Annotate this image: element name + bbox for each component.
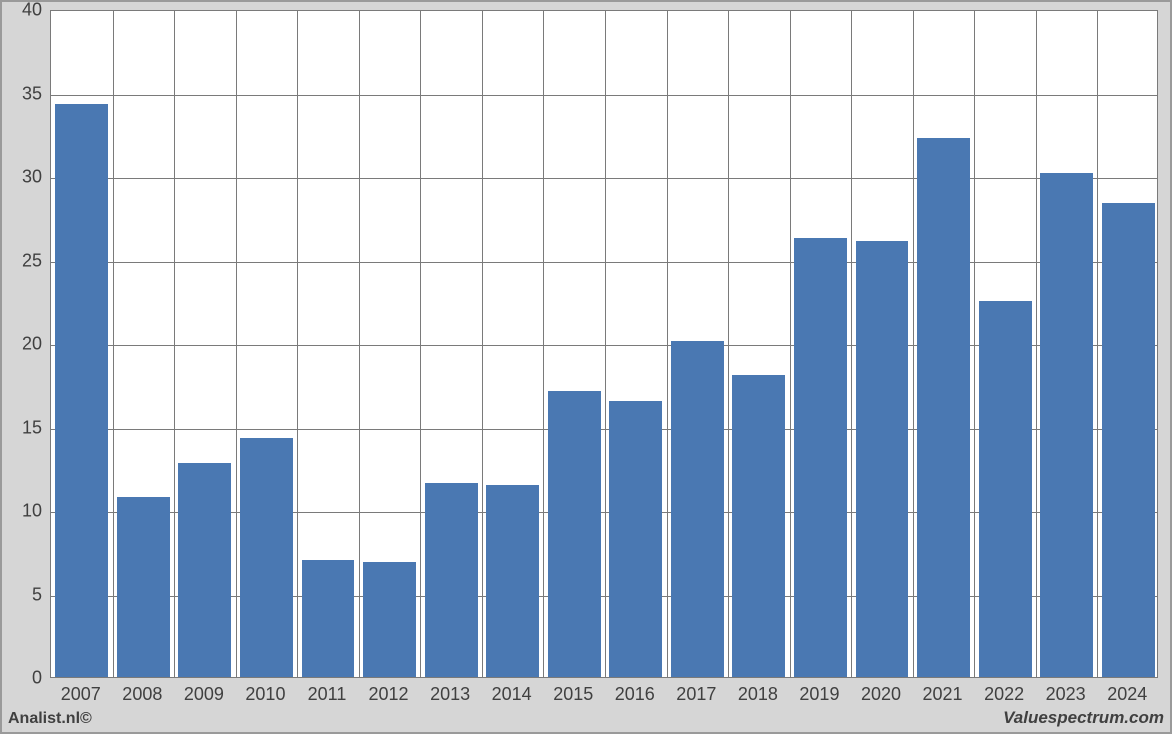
x-tick-label: 2019 [799,684,839,705]
y-tick-label: 25 [2,250,42,271]
vertical-gridline [543,11,544,677]
bar [117,497,170,677]
x-tick-label: 2012 [369,684,409,705]
vertical-gridline [1036,11,1037,677]
x-tick-label: 2020 [861,684,901,705]
y-tick-label: 35 [2,83,42,104]
vertical-gridline [667,11,668,677]
x-tick-label: 2007 [61,684,101,705]
bar [671,341,724,677]
x-tick-label: 2022 [984,684,1024,705]
vertical-gridline [236,11,237,677]
vertical-gridline [174,11,175,677]
vertical-gridline [913,11,914,677]
y-tick-label: 30 [2,167,42,188]
gridline [51,262,1157,263]
footer-right: Valuespectrum.com [1003,708,1164,728]
y-tick-label: 10 [2,501,42,522]
y-tick-label: 40 [2,0,42,21]
bar [55,104,108,677]
bar [486,485,539,677]
vertical-gridline [113,11,114,677]
x-tick-label: 2008 [122,684,162,705]
bar [1040,173,1093,677]
bar [732,375,785,677]
plot-area [50,10,1158,678]
bar [856,241,909,677]
gridline [51,178,1157,179]
vertical-gridline [790,11,791,677]
bar [917,138,970,677]
y-tick-label: 0 [2,668,42,689]
chart-frame: Analist.nl© Valuespectrum.com 0 5 10 15 20 25… [0,0,1172,734]
bar [609,401,662,677]
bar [240,438,293,677]
vertical-gridline [297,11,298,677]
x-tick-label: 2009 [184,684,224,705]
vertical-gridline [482,11,483,677]
x-tick-label: 2017 [676,684,716,705]
gridline [51,95,1157,96]
bar [979,301,1032,677]
vertical-gridline [605,11,606,677]
bar [302,560,355,677]
vertical-gridline [1097,11,1098,677]
x-tick-label: 2023 [1046,684,1086,705]
x-tick-label: 2015 [553,684,593,705]
x-tick-label: 2018 [738,684,778,705]
x-tick-label: 2021 [923,684,963,705]
x-tick-label: 2016 [615,684,655,705]
vertical-gridline [728,11,729,677]
bar [178,463,231,677]
vertical-gridline [420,11,421,677]
vertical-gridline [359,11,360,677]
x-tick-label: 2013 [430,684,470,705]
bar [548,391,601,677]
bar [1102,203,1155,677]
x-tick-label: 2011 [308,684,347,705]
x-tick-label: 2024 [1107,684,1147,705]
y-tick-label: 5 [2,584,42,605]
bar [794,238,847,677]
bar [425,483,478,677]
y-tick-label: 15 [2,417,42,438]
footer-left: Analist.nl© [8,710,92,728]
x-tick-label: 2010 [245,684,285,705]
y-tick-label: 20 [2,334,42,355]
vertical-gridline [851,11,852,677]
x-tick-label: 2014 [492,684,532,705]
bar [363,562,416,677]
vertical-gridline [974,11,975,677]
